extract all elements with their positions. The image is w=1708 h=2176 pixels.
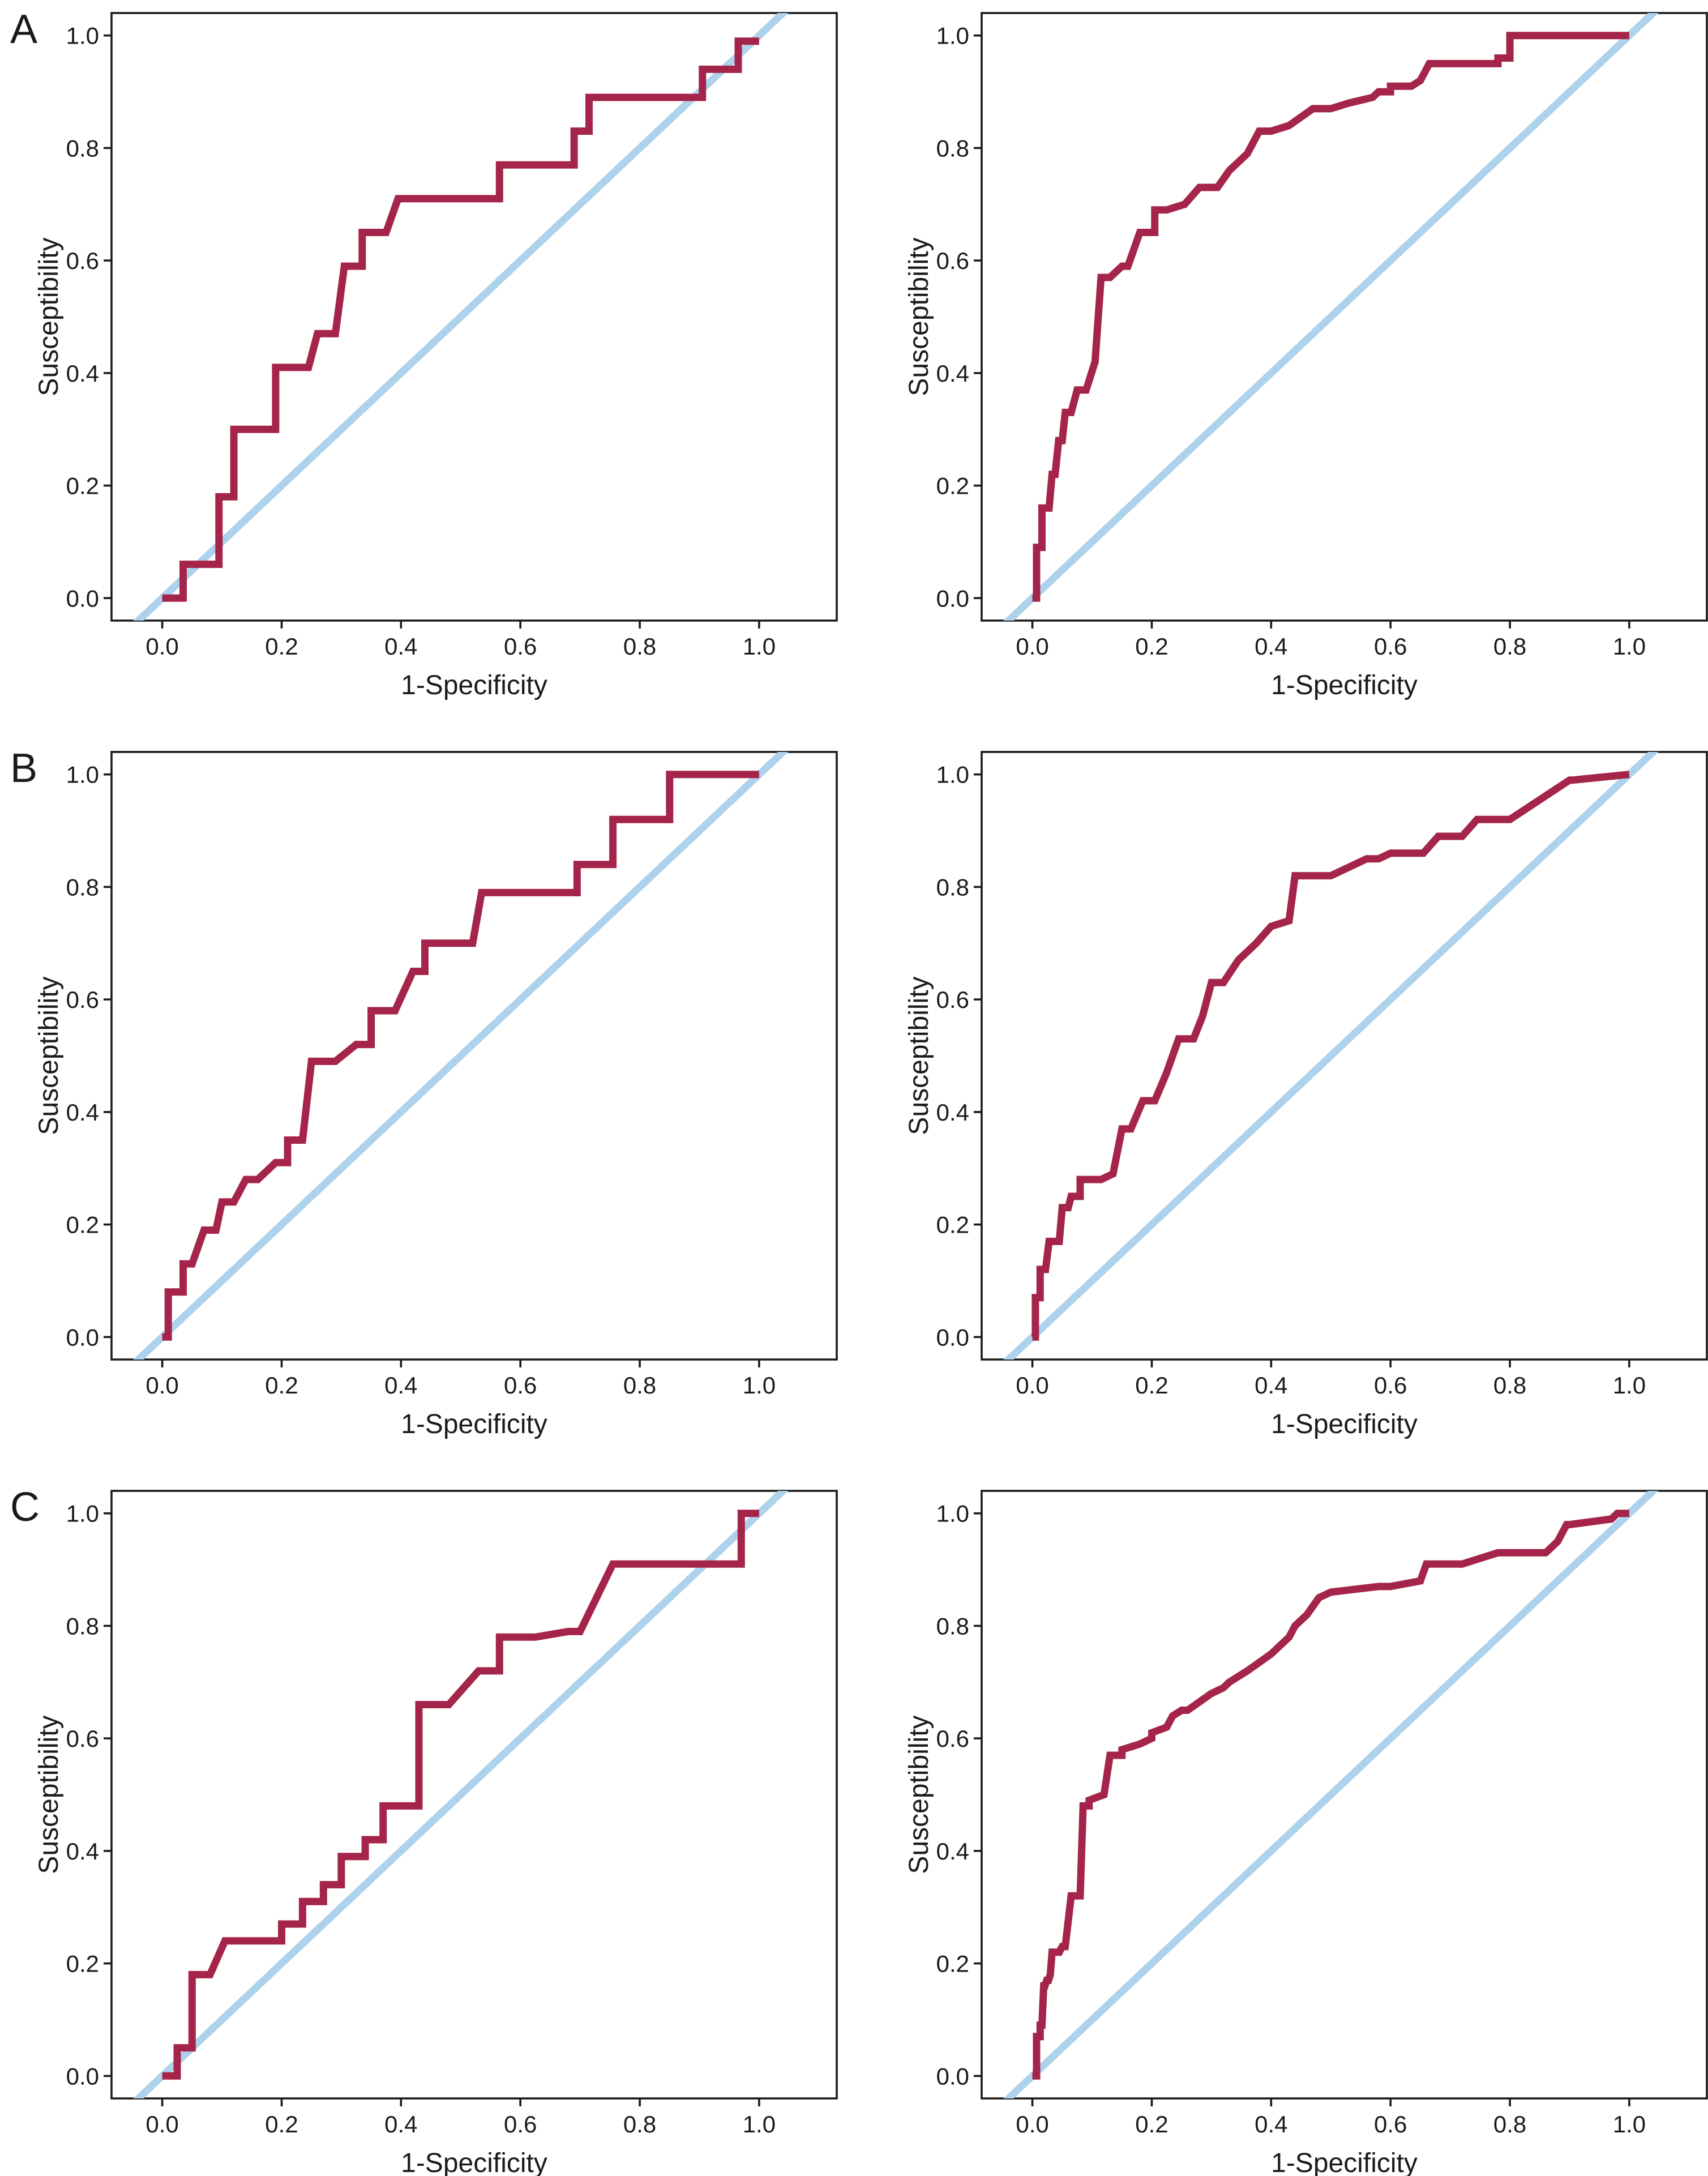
svg-text:1.0: 1.0 <box>743 2111 776 2137</box>
svg-text:0.2: 0.2 <box>66 1212 99 1238</box>
svg-text:0.0: 0.0 <box>1016 633 1048 660</box>
svg-text:0.4: 0.4 <box>384 1372 417 1399</box>
svg-text:0.4: 0.4 <box>384 633 417 660</box>
svg-text:0.4: 0.4 <box>1255 633 1287 660</box>
svg-text:1.0: 1.0 <box>1613 2111 1646 2137</box>
svg-text:0.6: 0.6 <box>504 2111 537 2137</box>
svg-text:0.2: 0.2 <box>936 1212 969 1238</box>
svg-text:1-Specificity: 1-Specificity <box>1271 1409 1418 1439</box>
svg-text:0.8: 0.8 <box>66 874 99 900</box>
svg-text:0.8: 0.8 <box>936 1613 969 1639</box>
svg-text:0.4: 0.4 <box>1255 2111 1287 2137</box>
svg-text:1-Specificity: 1-Specificity <box>1271 2148 1418 2176</box>
svg-text:0.6: 0.6 <box>936 1725 969 1752</box>
svg-text:0.8: 0.8 <box>936 874 969 900</box>
svg-text:0.2: 0.2 <box>936 473 969 499</box>
svg-text:0.2: 0.2 <box>66 1951 99 1977</box>
svg-text:1.0: 1.0 <box>66 23 99 49</box>
svg-text:0.0: 0.0 <box>936 2063 969 2089</box>
svg-text:0.2: 0.2 <box>265 1372 298 1399</box>
svg-text:1.0: 1.0 <box>936 23 969 49</box>
svg-text:0.4: 0.4 <box>936 1099 969 1126</box>
svg-text:1.0: 1.0 <box>936 1500 969 1527</box>
svg-text:Susceptibility: Susceptibility <box>34 237 64 396</box>
svg-text:0.0: 0.0 <box>66 585 99 612</box>
svg-text:0.4: 0.4 <box>384 2111 417 2137</box>
svg-text:1.0: 1.0 <box>1613 633 1646 660</box>
svg-text:1.0: 1.0 <box>1613 1372 1646 1399</box>
svg-text:0.0: 0.0 <box>66 1324 99 1350</box>
svg-text:0.6: 0.6 <box>936 986 969 1013</box>
svg-text:0.2: 0.2 <box>936 1951 969 1977</box>
svg-text:B: B <box>10 746 37 791</box>
svg-text:Susceptibility: Susceptibility <box>34 1715 64 1874</box>
svg-text:0.6: 0.6 <box>1374 633 1407 660</box>
svg-text:0.8: 0.8 <box>1493 2111 1526 2137</box>
svg-text:0.8: 0.8 <box>623 2111 656 2137</box>
svg-text:0.2: 0.2 <box>1135 1372 1168 1399</box>
svg-text:1.0: 1.0 <box>66 762 99 788</box>
svg-text:A: A <box>10 7 37 52</box>
svg-text:Susceptibility: Susceptibility <box>904 1715 934 1874</box>
svg-text:0.8: 0.8 <box>66 1613 99 1639</box>
svg-text:0.0: 0.0 <box>145 1372 178 1399</box>
svg-text:0.8: 0.8 <box>936 135 969 161</box>
svg-text:1-Specificity: 1-Specificity <box>401 2148 547 2176</box>
svg-text:0.0: 0.0 <box>936 585 969 612</box>
svg-text:1-Specificity: 1-Specificity <box>1271 670 1418 700</box>
svg-text:0.6: 0.6 <box>66 247 99 274</box>
svg-text:0.2: 0.2 <box>66 473 99 499</box>
svg-text:0.4: 0.4 <box>66 1838 99 1865</box>
svg-text:0.0: 0.0 <box>1016 2111 1048 2137</box>
svg-text:0.6: 0.6 <box>1374 2111 1407 2137</box>
svg-text:Susceptibility: Susceptibility <box>34 976 64 1135</box>
svg-text:1.0: 1.0 <box>743 1372 776 1399</box>
svg-text:0.6: 0.6 <box>936 247 969 274</box>
svg-text:0.2: 0.2 <box>265 633 298 660</box>
svg-text:0.6: 0.6 <box>66 986 99 1013</box>
svg-text:0.0: 0.0 <box>1016 1372 1048 1399</box>
svg-text:C: C <box>10 1485 40 1530</box>
svg-text:0.8: 0.8 <box>623 1372 656 1399</box>
svg-text:0.6: 0.6 <box>504 1372 537 1399</box>
svg-text:0.8: 0.8 <box>1493 633 1526 660</box>
svg-text:0.8: 0.8 <box>1493 1372 1526 1399</box>
svg-text:0.8: 0.8 <box>623 633 656 660</box>
svg-text:0.4: 0.4 <box>66 360 99 387</box>
svg-text:0.2: 0.2 <box>265 2111 298 2137</box>
svg-text:0.8: 0.8 <box>66 135 99 161</box>
svg-text:0.4: 0.4 <box>1255 1372 1287 1399</box>
svg-text:1-Specificity: 1-Specificity <box>401 1409 547 1439</box>
svg-text:0.4: 0.4 <box>936 360 969 387</box>
svg-text:0.4: 0.4 <box>66 1099 99 1126</box>
svg-text:0.6: 0.6 <box>66 1725 99 1752</box>
svg-text:1-Specificity: 1-Specificity <box>401 670 547 700</box>
svg-text:0.2: 0.2 <box>1135 2111 1168 2137</box>
svg-text:1.0: 1.0 <box>66 1500 99 1527</box>
svg-text:0.0: 0.0 <box>145 2111 178 2137</box>
svg-text:1.0: 1.0 <box>743 633 776 660</box>
svg-text:1.0: 1.0 <box>936 762 969 788</box>
svg-text:0.0: 0.0 <box>145 633 178 660</box>
svg-text:0.0: 0.0 <box>66 2063 99 2089</box>
svg-text:0.0: 0.0 <box>936 1324 969 1350</box>
svg-text:Susceptibility: Susceptibility <box>904 237 934 396</box>
svg-text:0.6: 0.6 <box>504 633 537 660</box>
svg-text:0.4: 0.4 <box>936 1838 969 1865</box>
svg-text:0.6: 0.6 <box>1374 1372 1407 1399</box>
svg-text:Susceptibility: Susceptibility <box>904 976 934 1135</box>
svg-text:0.2: 0.2 <box>1135 633 1168 660</box>
